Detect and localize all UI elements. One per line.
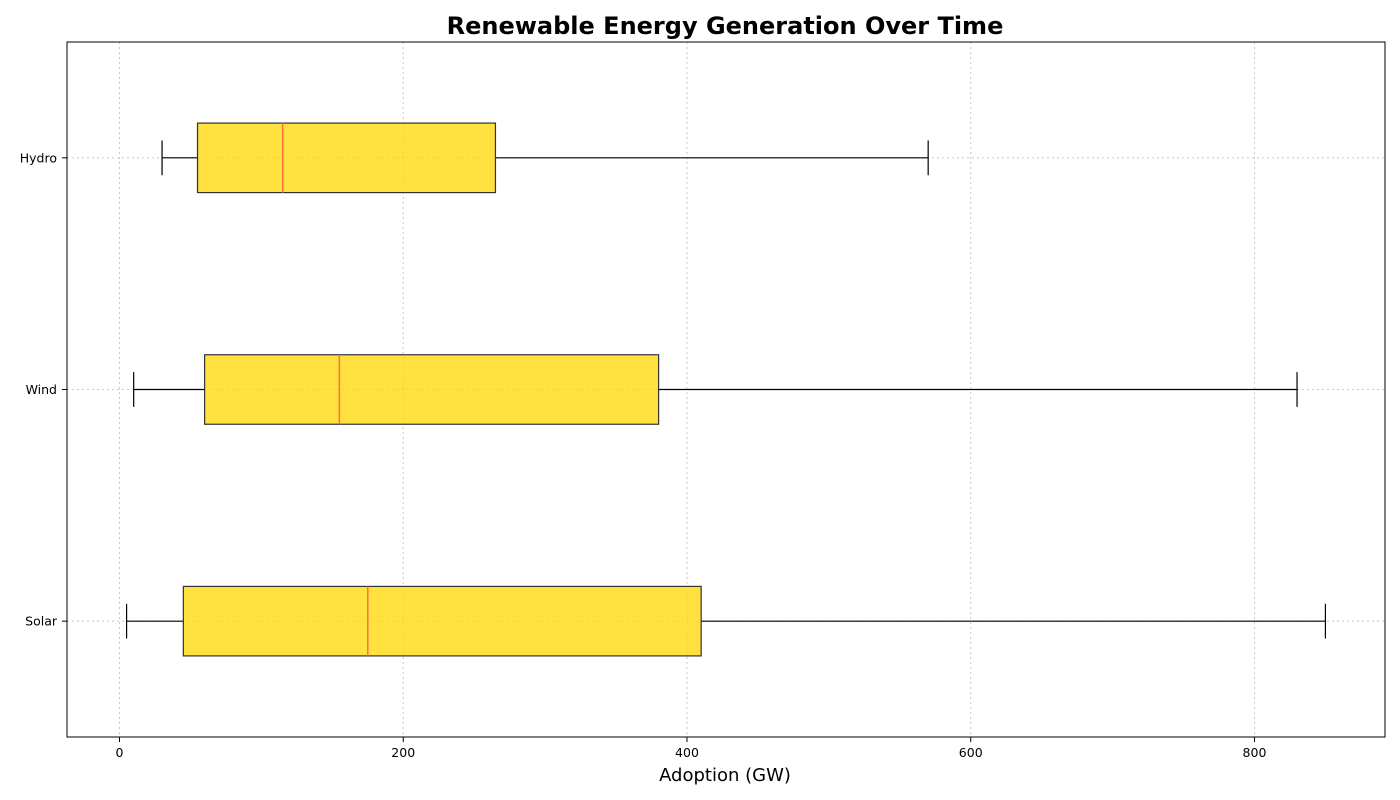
boxplot-hydro	[161, 122, 929, 194]
x-tick-label: 400	[675, 745, 699, 760]
x-tick-label: 0	[116, 745, 124, 760]
box-hydro	[196, 122, 497, 194]
tick-layer: 0 200 400 600 800 Solar Wind Hydro	[20, 150, 1267, 760]
boxplot-solar	[125, 585, 1327, 657]
x-axis-label: Adoption (GW)	[659, 765, 791, 786]
box-solar	[182, 585, 702, 657]
y-tick-label-hydro: Hydro	[20, 150, 57, 165]
box-layer	[125, 122, 1327, 657]
x-tick-label: 800	[1243, 745, 1267, 760]
x-tick-label: 600	[959, 745, 983, 760]
y-tick-label-wind: Wind	[26, 382, 57, 397]
x-tick-label: 200	[391, 745, 415, 760]
box-wind	[204, 354, 660, 425]
chart-title: Renewable Energy Generation Over Time	[447, 12, 1004, 40]
boxplot-wind	[133, 354, 1298, 425]
y-tick-label-solar: Solar	[25, 614, 58, 629]
